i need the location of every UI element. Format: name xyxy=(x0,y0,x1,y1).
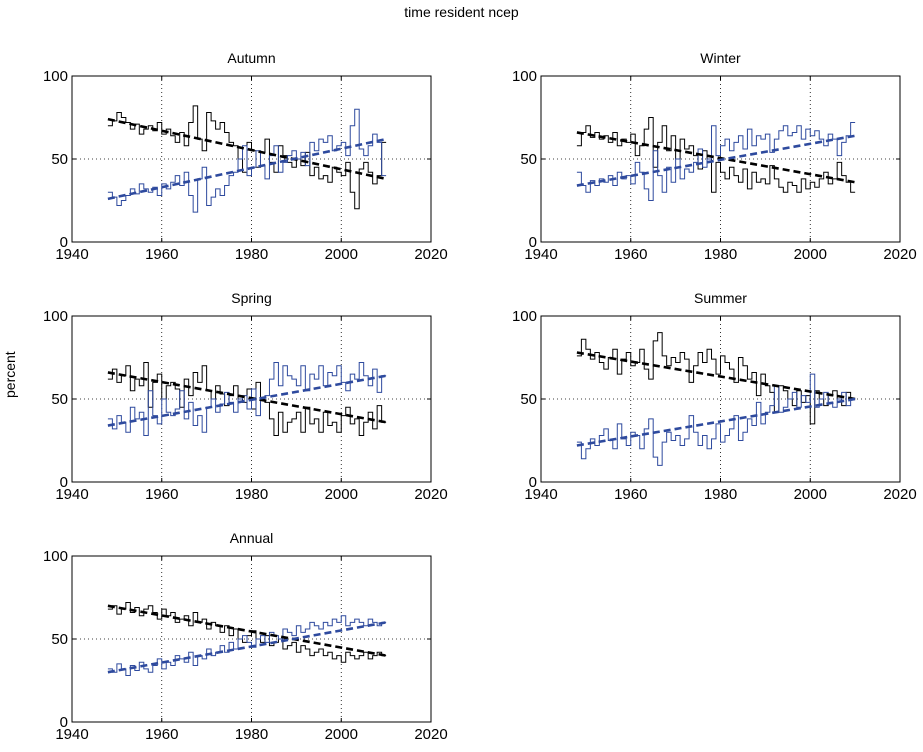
y-tick-label: 100 xyxy=(43,68,68,85)
series-black-trend xyxy=(576,131,856,184)
x-tick-label: 1940 xyxy=(524,246,557,263)
plot-area xyxy=(72,76,431,242)
x-tick-label: 1940 xyxy=(55,246,88,263)
y-tick-label: 100 xyxy=(512,308,537,325)
x-tick-label: 2000 xyxy=(325,726,358,743)
y-tick-label: 100 xyxy=(512,68,537,85)
panel-autumn: 1940 1960 1980 2000 2020 0 50 100 Autumn xyxy=(43,50,448,263)
x-tick-label: 2000 xyxy=(325,246,358,263)
x-tick-label: 1980 xyxy=(704,486,737,503)
panel-annual: 1940 1960 1980 2000 2020 0 50 100 Annual xyxy=(43,530,448,743)
y-tick-label: 100 xyxy=(43,548,68,565)
x-tick-label: 2000 xyxy=(325,486,358,503)
panel-title: Spring xyxy=(231,290,271,306)
x-tick-label: 1960 xyxy=(145,486,178,503)
series-blue-step xyxy=(107,361,387,437)
x-tick-label: 2020 xyxy=(414,246,447,263)
x-tick-label: 1960 xyxy=(614,246,647,263)
series-blue-trend xyxy=(576,397,856,447)
x-tick-label: 1980 xyxy=(704,246,737,263)
series-blue-trend xyxy=(107,374,387,427)
panel-title: Autumn xyxy=(227,50,275,66)
panel-title: Summer xyxy=(694,290,747,306)
y-tick-label: 50 xyxy=(520,151,537,168)
x-tick-label: 2020 xyxy=(883,246,916,263)
series-blue-trend xyxy=(576,134,856,187)
series-blue-step xyxy=(107,615,387,677)
y-tick-label: 0 xyxy=(60,474,68,491)
series-black-trend xyxy=(576,351,856,401)
x-tick-label: 2020 xyxy=(414,726,447,743)
y-tick-label: 0 xyxy=(60,714,68,731)
series-blue-trend xyxy=(107,137,387,201)
x-tick-label: 1980 xyxy=(235,486,268,503)
y-tick-label: 50 xyxy=(51,391,68,408)
panel-spring: 1940 1960 1980 2000 2020 0 50 100 Spring xyxy=(43,290,448,503)
y-tick-label: 50 xyxy=(520,391,537,408)
plot-area xyxy=(72,556,431,722)
series-blue-step xyxy=(576,121,856,201)
y-tick-label: 50 xyxy=(51,631,68,648)
panel-title: Annual xyxy=(230,530,274,546)
figure-title: time resident ncep xyxy=(404,4,519,20)
x-tick-label: 2000 xyxy=(794,486,827,503)
panel-title: Winter xyxy=(700,50,741,66)
series-blue-step xyxy=(107,108,387,213)
y-tick-label: 0 xyxy=(60,234,68,251)
x-tick-label: 1940 xyxy=(55,486,88,503)
x-tick-label: 1960 xyxy=(145,726,178,743)
series-black-step xyxy=(576,117,856,193)
x-tick-label: 1980 xyxy=(235,246,268,263)
x-tick-label: 1940 xyxy=(524,486,557,503)
y-tick-label: 0 xyxy=(529,474,537,491)
x-tick-label: 2000 xyxy=(794,246,827,263)
x-tick-label: 1960 xyxy=(614,486,647,503)
y-tick-label: 50 xyxy=(51,151,68,168)
panel-winter: 1940 1960 1980 2000 2020 0 50 100 Winter xyxy=(512,50,917,263)
y-tick-label: 100 xyxy=(43,308,68,325)
x-tick-label: 2020 xyxy=(883,486,916,503)
x-tick-label: 1940 xyxy=(55,726,88,743)
y-tick-label: 0 xyxy=(529,234,537,251)
x-tick-label: 2020 xyxy=(414,486,447,503)
series-black-trend xyxy=(107,117,387,181)
series-blue-trend xyxy=(107,621,387,674)
series-black-trend xyxy=(107,371,387,424)
x-tick-label: 1960 xyxy=(145,246,178,263)
x-tick-label: 1980 xyxy=(235,726,268,743)
panel-summer: 1940 1960 1980 2000 2020 0 50 100 Summer xyxy=(512,290,917,503)
series-black-trend xyxy=(107,604,387,657)
